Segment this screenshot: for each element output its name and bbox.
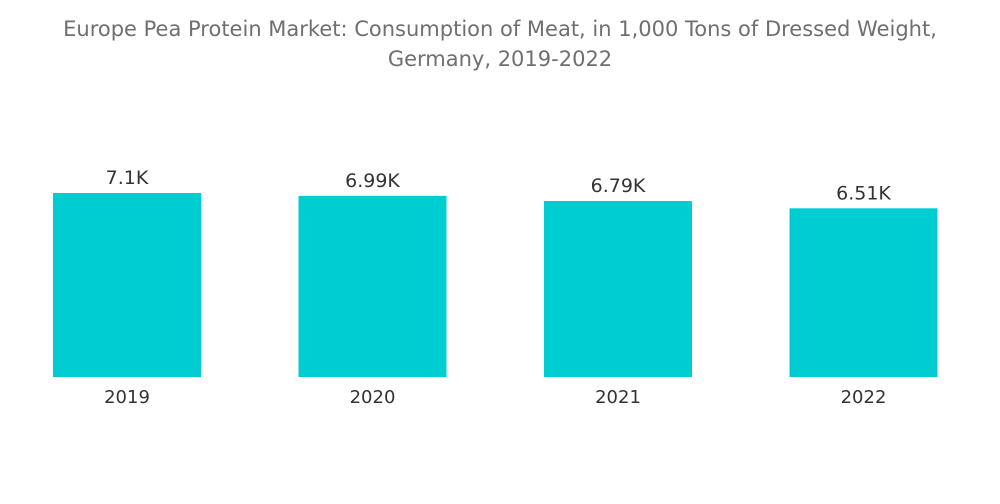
bar-2019: [53, 193, 201, 377]
value-label-2022: 6.51K: [836, 182, 891, 204]
value-label-2021: 6.79K: [591, 175, 646, 197]
value-label-2019: 7.1K: [106, 167, 149, 189]
bar-2021: [544, 201, 692, 377]
chart-title: Europe Pea Protein Market: Consumption o…: [0, 14, 1000, 74]
x-tick-label-2019: 2019: [104, 387, 150, 408]
value-label-2020: 6.99K: [345, 170, 400, 192]
x-tick-label-2020: 2020: [350, 387, 396, 408]
x-tick-label-2022: 2022: [841, 387, 887, 408]
bar-2022: [789, 208, 938, 377]
chart-title-line-2: Germany, 2019-2022: [387, 47, 613, 71]
bar-2020: [298, 195, 447, 377]
chart-title-line-1: Europe Pea Protein Market: Consumption o…: [63, 17, 937, 41]
x-tick-label-2021: 2021: [595, 387, 641, 408]
